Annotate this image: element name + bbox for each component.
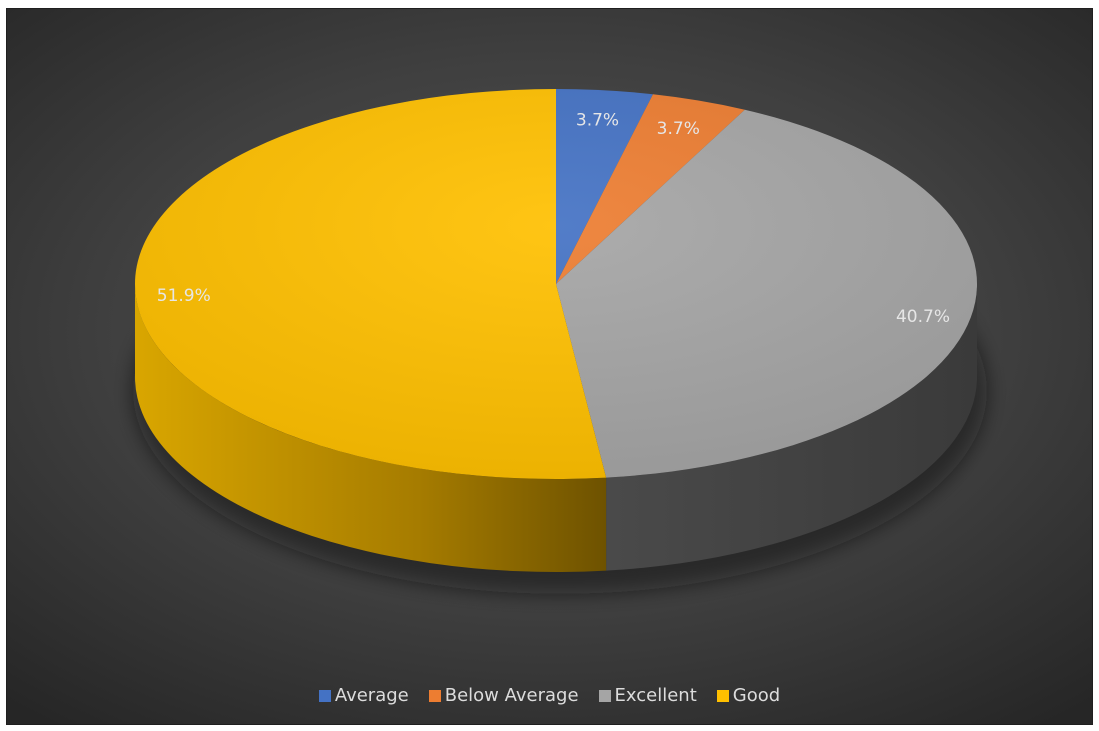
legend-label-average: Average [334, 685, 409, 706]
pie-side-excellent [606, 284, 977, 571]
data-label-average: 3.7% [576, 110, 619, 130]
legend-swatch-below-average [428, 689, 441, 702]
legend-swatch-excellent [598, 689, 611, 702]
pie-chart: 3.7% 3.7% 40.7% 51.9% [133, 89, 987, 594]
legend-label-below-average: Below Average [444, 685, 579, 706]
data-label-below-average: 3.7% [657, 119, 700, 139]
legend: Average Below Average Excellent Good [7, 685, 1092, 706]
legend-item-excellent[interactable]: Excellent [598, 685, 697, 706]
legend-label-excellent: Excellent [614, 685, 697, 706]
pie-side-good [135, 284, 607, 573]
legend-item-average[interactable]: Average [318, 685, 409, 706]
data-label-good: 51.9% [157, 286, 211, 306]
data-label-excellent: 40.7% [896, 307, 950, 327]
legend-item-good[interactable]: Good [716, 685, 781, 706]
chart-area: 3.7% 3.7% 40.7% 51.9% Average Below Average E… [6, 8, 1093, 725]
legend-swatch-good [716, 689, 729, 702]
legend-label-good: Good [732, 685, 781, 706]
legend-item-below-average[interactable]: Below Average [428, 685, 579, 706]
legend-swatch-average [318, 689, 331, 702]
